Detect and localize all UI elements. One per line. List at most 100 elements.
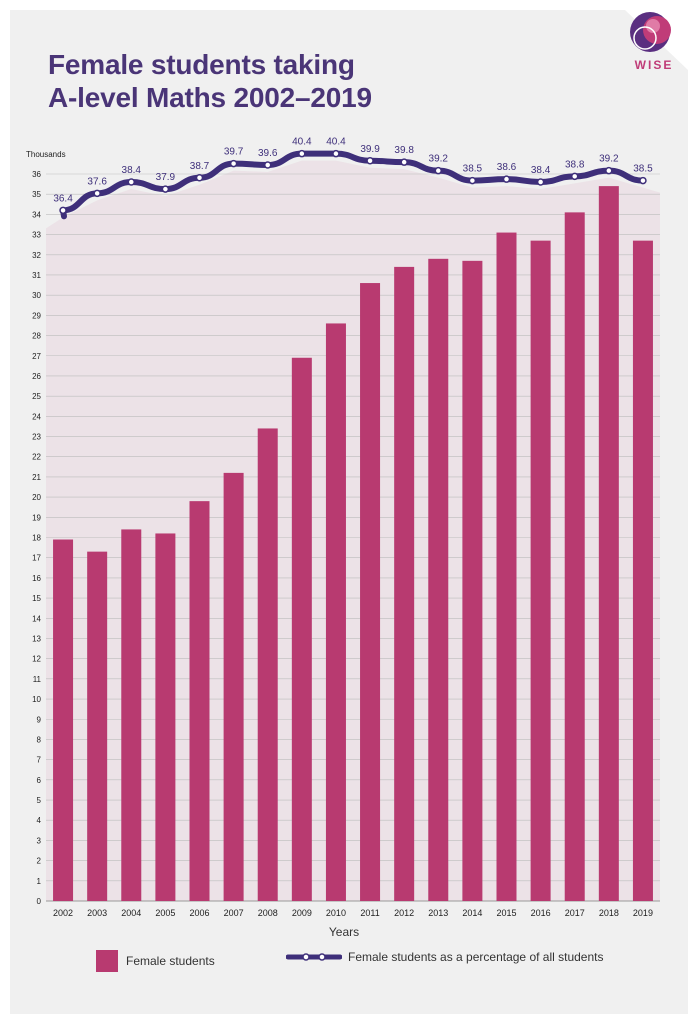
chart-title: Female students taking A-level Maths 200…: [48, 48, 568, 114]
percentage-line: [60, 150, 646, 214]
x-tick-label: 2016: [531, 908, 551, 918]
x-tick-label: 2002: [53, 908, 73, 918]
percentage-point: [332, 149, 340, 158]
x-tick-label: 2019: [633, 908, 653, 918]
percentage-point: [366, 157, 374, 165]
logo-text: WISE: [634, 58, 674, 72]
y-tick-label: 23: [32, 433, 41, 442]
y-tick-label: 36: [32, 170, 41, 179]
bar: [394, 266, 415, 902]
percentage-point: [93, 189, 101, 198]
y-tick-label: 34: [32, 210, 41, 219]
bar: [257, 428, 278, 901]
percentage-data-label: 38.5: [633, 164, 653, 175]
legend-line-swatch: [286, 953, 342, 961]
wise-logo-icon: [630, 12, 671, 52]
percentage-data-label: 39.8: [394, 145, 414, 156]
bar: [87, 551, 108, 901]
y-tick-label: 32: [32, 251, 41, 260]
y-tick-label: 8: [37, 735, 42, 744]
legend-line-label: Female students as a percentage of all s…: [348, 950, 604, 964]
bar: [598, 186, 619, 901]
bar: [291, 357, 312, 902]
percentage-data-label: 38.7: [190, 161, 210, 172]
bar: [360, 283, 381, 901]
x-tick-label: 2015: [496, 908, 516, 918]
chart-title-line-1: Female students taking: [48, 49, 355, 80]
percentage-point: [434, 166, 443, 175]
y-tick-label: 25: [32, 392, 41, 401]
y-tick-label: 10: [32, 695, 41, 704]
x-tick-label: 2013: [428, 908, 448, 918]
x-axis-label: Years: [329, 925, 359, 939]
chart-title-line-2: A-level Maths 2002–2019: [48, 82, 372, 113]
y-tick-label: 28: [32, 332, 41, 341]
percentage-point: [502, 175, 511, 183]
bar: [530, 240, 551, 901]
x-tick-label: 2017: [565, 908, 585, 918]
x-tick-label: 2005: [155, 908, 175, 918]
x-tick-label: 2003: [87, 908, 107, 918]
percentage-point: [536, 178, 545, 186]
y-axis-group: 0123456789101112131415161718192021222324…: [32, 170, 41, 906]
y-tick-label: 31: [32, 271, 41, 280]
percentage-data-label: 40.4: [292, 137, 312, 148]
y-tick-label: 4: [37, 816, 42, 825]
legend-item-bars: Female students: [96, 950, 215, 972]
bar: [428, 258, 449, 902]
y-tick-label: 17: [32, 554, 41, 563]
bar: [462, 260, 483, 901]
y-tick-label: 7: [37, 756, 42, 765]
bars-group: [53, 186, 653, 902]
y-tick-label: 18: [32, 534, 41, 543]
percentage-data-label: 37.6: [87, 176, 107, 187]
y-tick-label: 30: [32, 291, 41, 300]
y-tick-label: 20: [32, 493, 41, 502]
percentage-data-label: 36.4: [53, 193, 73, 204]
y-tick-label: 11: [33, 675, 42, 684]
bar: [325, 323, 346, 901]
percentage-data-label: 38.5: [463, 164, 483, 175]
y-tick-label: 1: [37, 877, 42, 886]
y-tick-label: 35: [32, 190, 41, 199]
percentage-data-label: 39.6: [258, 148, 278, 159]
y-tick-label: 5: [37, 796, 42, 805]
bar: [189, 501, 210, 901]
legend-bar-swatch: [96, 950, 118, 972]
y-tick-label: 33: [32, 231, 41, 240]
x-tick-label: 2008: [258, 908, 278, 918]
percentage-point: [161, 185, 170, 193]
y-tick-label: 21: [32, 473, 41, 482]
y-tick-label: 9: [37, 715, 42, 724]
legend-item-line: Female students as a percentage of all s…: [286, 950, 604, 964]
x-tick-label: 2007: [224, 908, 244, 918]
y-tick-label: 12: [32, 655, 41, 664]
percentage-data-label: 40.4: [326, 137, 346, 148]
percentage-point: [400, 158, 408, 166]
bar: [632, 240, 653, 901]
legend: Female students Female students as a per…: [0, 950, 698, 980]
percentage-point: [639, 176, 647, 185]
percentage-point: [59, 206, 67, 215]
percentage-point: [195, 174, 204, 182]
gridlines-group: [46, 173, 660, 902]
bar: [121, 529, 142, 901]
y-tick-label: 16: [32, 574, 41, 583]
bar: [155, 533, 176, 901]
percentage-point: [298, 149, 306, 158]
percentage-point: [570, 172, 579, 181]
y-tick-label: 29: [32, 311, 41, 320]
y-tick-label: 14: [32, 614, 41, 623]
percentage-data-label: 38.6: [497, 162, 517, 173]
x-tick-label: 2009: [292, 908, 312, 918]
percentage-data-label: 38.8: [565, 159, 585, 170]
x-tick-label: 2004: [121, 908, 141, 918]
y-tick-label: 3: [37, 836, 42, 845]
bar: [496, 232, 517, 901]
y-tick-label: 22: [32, 453, 41, 462]
y-tick-label: 6: [37, 776, 42, 785]
x-tick-label: 2006: [189, 908, 209, 918]
y-tick-label: 0: [37, 897, 42, 906]
x-tick-label: 2012: [394, 908, 414, 918]
